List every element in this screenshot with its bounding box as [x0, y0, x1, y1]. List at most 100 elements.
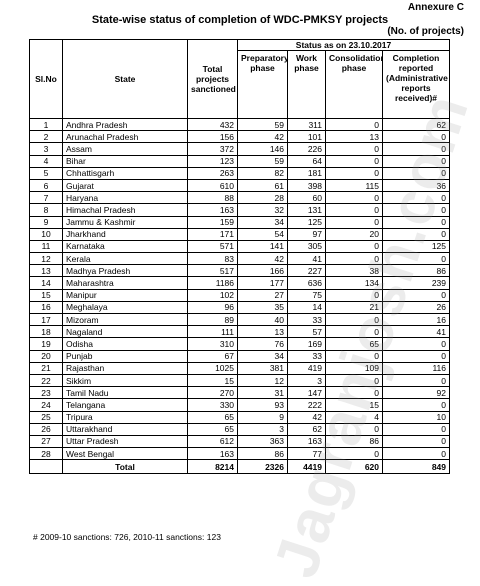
- cell-completion: 125: [381, 239, 451, 254]
- cell-consol: 115: [325, 178, 383, 193]
- cell-work: 163: [287, 434, 326, 449]
- cell-completion: 0: [381, 398, 451, 412]
- table-row: 20 Punjab 67 34 33 0 0: [29, 349, 451, 363]
- cell-consol: 0: [325, 142, 383, 156]
- cell-prep: 61: [237, 178, 288, 193]
- cell-consol: 0: [325, 166, 383, 180]
- cell-completion: 0: [381, 203, 451, 217]
- cell-work: 101: [287, 130, 326, 144]
- col-header-completion: Completion reported (Administrative repo…: [381, 50, 451, 119]
- cell-state: Maharashtra: [62, 276, 188, 290]
- cell-consol: 65: [325, 337, 383, 351]
- cell-total: 156: [187, 130, 238, 144]
- status-header: Status as on 23.10.2017: [236, 39, 451, 51]
- cell-sl: 11: [29, 239, 63, 254]
- cell-consol: 0: [325, 252, 383, 266]
- cell-sl: 14: [29, 276, 63, 290]
- cell-completion: 92: [381, 386, 451, 400]
- cell-total: 263: [187, 166, 238, 180]
- cell-completion: 0: [381, 154, 451, 168]
- cell-state: Assam: [62, 142, 188, 156]
- table-row: 11 Karnataka 571 141 305 0 125: [29, 239, 451, 254]
- cell-state: Manipur: [62, 288, 188, 302]
- cell-total: 270: [187, 386, 238, 400]
- cell-sl: 19: [29, 337, 63, 351]
- cell-prep: 32: [237, 203, 288, 217]
- cell-state: Jammu & Kashmir: [62, 215, 188, 229]
- cell-state: Haryana: [62, 191, 188, 205]
- cell-consol: 13: [325, 130, 383, 144]
- cell-state: West Bengal: [62, 447, 188, 461]
- cell-prep: 34: [237, 215, 288, 229]
- table-row: 1 Andhra Pradesh 432 59 311 0 62: [29, 117, 451, 132]
- cell-sl: 26: [29, 422, 63, 436]
- cell-consol: 109: [325, 361, 383, 375]
- cell-completion: 0: [381, 373, 451, 388]
- table-row: 27 Uttar Pradesh 612 363 163 86 0: [29, 434, 451, 449]
- cell-prep: 381: [237, 361, 288, 375]
- cell-consol: 134: [325, 276, 383, 290]
- table-row: 17 Mizoram 89 40 33 0 16: [29, 312, 451, 327]
- table-row: 25 Tripura 65 9 42 4 10: [29, 410, 451, 424]
- cell-prep: 54: [237, 227, 288, 241]
- cell-work: 226: [287, 142, 326, 156]
- table-row: 8 Himachal Pradesh 163 32 131 0 0: [29, 203, 451, 217]
- cell-sl: 28: [29, 447, 63, 461]
- cell-prep: 9: [237, 410, 288, 424]
- cell-total: 612: [187, 434, 238, 449]
- cell-state: Tripura: [62, 410, 188, 424]
- cell-prep: 177: [237, 276, 288, 290]
- total-consol: 620: [325, 459, 383, 475]
- cell-sl: 13: [29, 264, 63, 278]
- cell-sl: 17: [29, 312, 63, 327]
- cell-prep: 76: [237, 337, 288, 351]
- cell-sl: 25: [29, 410, 63, 424]
- cell-total: 88: [187, 191, 238, 205]
- cell-sl: 21: [29, 361, 63, 375]
- cell-total: 163: [187, 447, 238, 461]
- table-row: 24 Telangana 330 93 222 15 0: [29, 398, 451, 412]
- cell-total: 310: [187, 337, 238, 351]
- cell-state: Meghalaya: [62, 300, 188, 315]
- cell-total: 330: [187, 398, 238, 412]
- table-row: 7 Haryana 88 28 60 0 0: [29, 191, 451, 205]
- cell-sl: 24: [29, 398, 63, 412]
- cell-sl: 2: [29, 130, 63, 144]
- cell-completion: 116: [381, 361, 451, 375]
- cell-state: Chhattisgarh: [62, 166, 188, 180]
- cell-consol: 0: [325, 373, 383, 388]
- cell-state: Kerala: [62, 252, 188, 266]
- cell-consol: 0: [325, 422, 383, 436]
- cell-sl: 8: [29, 203, 63, 217]
- cell-work: 131: [287, 203, 326, 217]
- table-row: 26 Uttarakhand 65 3 62 0 0: [29, 422, 451, 436]
- cell-state: Arunachal Pradesh: [62, 130, 188, 144]
- table-row: 12 Kerala 83 42 41 0 0: [29, 252, 451, 266]
- cell-work: 181: [287, 166, 326, 180]
- cell-state: Sikkim: [62, 373, 188, 388]
- col-header-consol: Consolidation phase: [325, 50, 383, 119]
- table-row: 18 Nagaland 111 13 57 0 41: [29, 325, 451, 339]
- cell-work: 311: [287, 117, 326, 132]
- cell-total: 571: [187, 239, 238, 254]
- cell-prep: 42: [237, 130, 288, 144]
- cell-sl: 7: [29, 191, 63, 205]
- table-row: 21 Rajasthan 1025 381 419 109 116: [29, 361, 451, 375]
- cell-consol: 0: [325, 215, 383, 229]
- cell-completion: 0: [381, 434, 451, 449]
- cell-state: Uttarakhand: [62, 422, 188, 436]
- cell-prep: 40: [237, 312, 288, 327]
- cell-total: 159: [187, 215, 238, 229]
- cell-state: Bihar: [62, 154, 188, 168]
- cell-total: 83: [187, 252, 238, 266]
- col-header-sl: Sl.No: [29, 39, 63, 119]
- cell-completion: 86: [381, 264, 451, 278]
- cell-consol: 20: [325, 227, 383, 241]
- annexure-label: Annexure C: [407, 2, 464, 13]
- table-row: 6 Gujarat 610 61 398 115 36: [29, 178, 451, 193]
- table-row: 4 Bihar 123 59 64 0 0: [29, 154, 451, 168]
- cell-prep: 28: [237, 191, 288, 205]
- cell-prep: 141: [237, 239, 288, 254]
- status-table: Sl.No State Total projects sanctioned St…: [29, 39, 451, 475]
- cell-prep: 166: [237, 264, 288, 278]
